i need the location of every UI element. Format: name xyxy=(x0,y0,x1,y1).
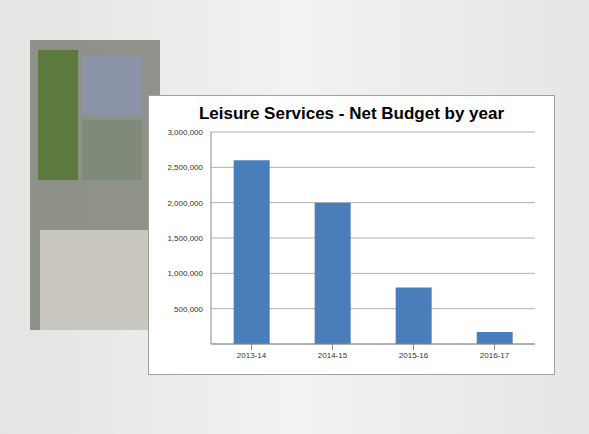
svg-text:2016-17: 2016-17 xyxy=(480,351,510,360)
svg-text:3,000,000: 3,000,000 xyxy=(167,128,203,137)
svg-text:500,000: 500,000 xyxy=(174,305,203,314)
svg-text:2014-15: 2014-15 xyxy=(318,351,348,360)
svg-text:1,000,000: 1,000,000 xyxy=(167,269,203,278)
svg-text:2015-16: 2015-16 xyxy=(399,351,429,360)
svg-text:2,000,000: 2,000,000 xyxy=(167,199,203,208)
svg-text:1,500,000: 1,500,000 xyxy=(167,234,203,243)
svg-text:2,500,000: 2,500,000 xyxy=(167,163,203,172)
svg-text:2013-14: 2013-14 xyxy=(237,351,267,360)
html-text:Leisure Services - Net Budget: Leisure Services - Net Budget by year xyxy=(198,104,505,123)
